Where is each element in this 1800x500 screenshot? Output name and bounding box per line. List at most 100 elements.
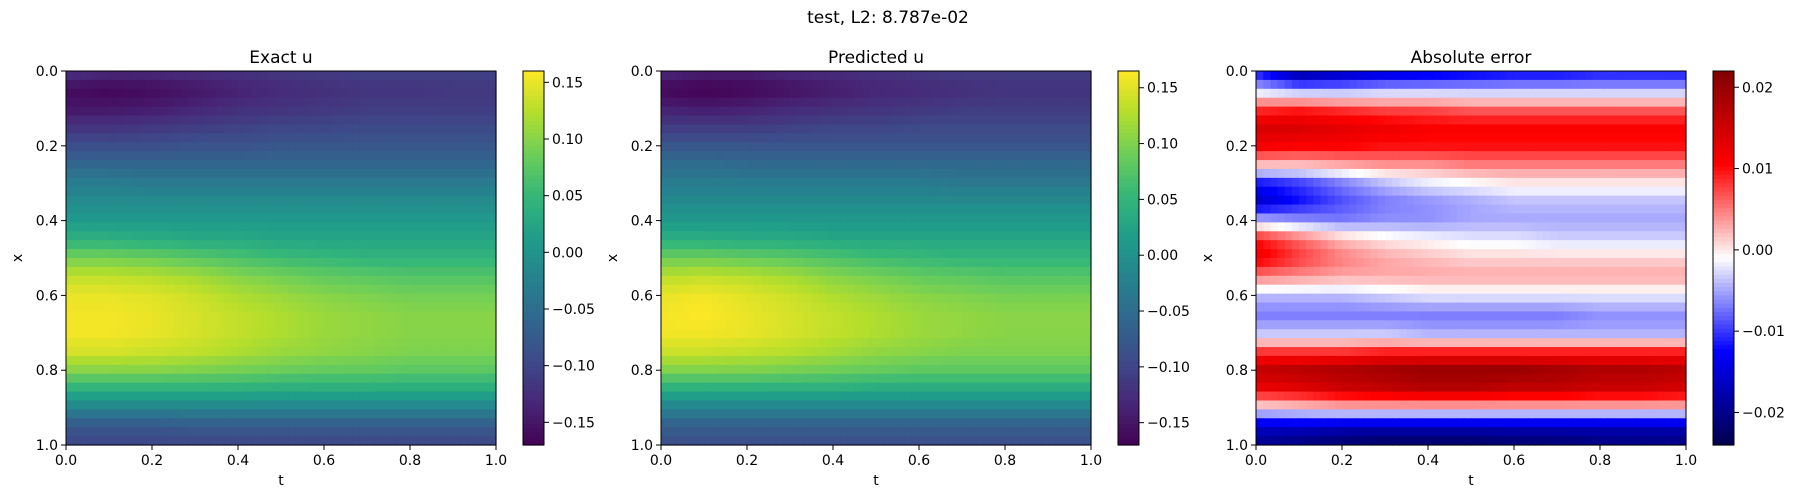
heatmap-cell bbox=[288, 266, 296, 277]
heatmap-cell bbox=[668, 373, 676, 384]
heatmap-cell bbox=[1033, 79, 1042, 90]
heatmap-cell bbox=[1048, 213, 1056, 223]
heatmap-cell bbox=[969, 133, 977, 143]
heatmap-cell bbox=[704, 71, 712, 81]
heatmap-cell bbox=[1019, 204, 1028, 215]
heatmap-cell bbox=[754, 329, 762, 339]
heatmap-cell bbox=[1026, 355, 1035, 366]
heatmap-cell bbox=[410, 160, 418, 170]
heatmap-cell bbox=[990, 382, 999, 393]
heatmap-cell bbox=[811, 240, 820, 250]
heatmap-cell bbox=[818, 124, 827, 134]
heatmap-cell bbox=[238, 311, 246, 321]
heatmap-cell bbox=[840, 338, 848, 348]
heatmap-cell bbox=[230, 427, 239, 437]
heatmap-cell bbox=[417, 79, 425, 90]
heatmap-cell bbox=[1019, 222, 1028, 232]
heatmap-cell bbox=[453, 79, 461, 90]
heatmap-cell bbox=[1040, 97, 1049, 108]
heatmap-cell bbox=[718, 400, 727, 410]
heatmap-cell bbox=[410, 249, 418, 259]
heatmap-cell bbox=[1069, 151, 1078, 161]
heatmap-cell bbox=[732, 213, 741, 223]
heatmap-cell bbox=[324, 275, 332, 286]
heatmap-cell bbox=[123, 418, 132, 428]
heatmap-cell bbox=[876, 293, 884, 304]
heatmap-cell bbox=[109, 320, 117, 330]
heatmap-cell bbox=[668, 106, 676, 117]
heatmap-cell bbox=[797, 115, 805, 126]
heatmap-cell bbox=[725, 284, 734, 295]
heatmap-cell bbox=[704, 275, 712, 286]
heatmap-cell bbox=[324, 436, 332, 446]
heatmap-cell bbox=[195, 88, 203, 99]
heatmap-cell bbox=[101, 88, 110, 99]
heatmap-cell bbox=[911, 355, 920, 366]
heatmap-cell bbox=[238, 329, 246, 339]
colorbar-segment bbox=[523, 312, 544, 317]
heatmap-cell bbox=[402, 329, 411, 339]
colorbar-segment bbox=[523, 299, 544, 305]
heatmap-cell bbox=[675, 364, 684, 375]
heatmap-cell bbox=[438, 338, 447, 348]
heatmap-cell bbox=[417, 195, 425, 206]
heatmap-cell bbox=[144, 329, 153, 339]
heatmap-cell bbox=[410, 320, 418, 330]
heatmap-cell bbox=[732, 106, 741, 117]
heatmap-cell bbox=[410, 284, 418, 295]
heatmap-cell bbox=[238, 418, 246, 428]
heatmap-cell bbox=[152, 329, 160, 339]
heatmap-cell bbox=[704, 204, 712, 215]
heatmap-cell bbox=[847, 168, 856, 179]
heatmap-cell bbox=[1033, 320, 1042, 330]
heatmap-cell bbox=[453, 222, 461, 232]
heatmap-cell bbox=[367, 106, 375, 117]
heatmap-cell bbox=[445, 293, 454, 304]
heatmap-cell bbox=[152, 436, 160, 446]
heatmap-cell bbox=[811, 320, 820, 330]
heatmap-cell bbox=[861, 142, 870, 152]
heatmap-cell bbox=[474, 373, 483, 384]
heatmap-cell bbox=[775, 151, 784, 161]
heatmap-cell bbox=[173, 409, 182, 419]
heatmap-cell bbox=[187, 79, 196, 90]
heatmap-cell bbox=[130, 391, 139, 402]
heatmap-cell bbox=[73, 168, 81, 179]
heatmap-cell bbox=[797, 391, 805, 402]
heatmap-cell bbox=[711, 88, 719, 99]
heatmap-cell bbox=[410, 258, 418, 268]
heatmap-cell bbox=[116, 409, 124, 419]
heatmap-cell bbox=[488, 302, 497, 313]
heatmap-cell bbox=[123, 240, 132, 250]
heatmap-cell bbox=[675, 88, 684, 99]
heatmap-cell bbox=[367, 133, 375, 143]
heatmap-cell bbox=[790, 133, 798, 143]
heatmap-cell bbox=[782, 186, 791, 197]
heatmap-cell bbox=[424, 177, 433, 188]
heatmap-cell bbox=[316, 302, 325, 313]
heatmap-cell bbox=[1076, 293, 1085, 304]
heatmap-cell bbox=[316, 436, 325, 446]
heatmap-cell bbox=[295, 355, 304, 366]
heatmap-cell bbox=[453, 204, 461, 215]
heatmap-cell bbox=[904, 347, 913, 357]
heatmap-cell bbox=[1033, 400, 1042, 410]
heatmap-cell bbox=[689, 195, 698, 206]
heatmap-cell bbox=[661, 71, 669, 81]
heatmap-cell bbox=[1019, 195, 1028, 206]
heatmap-cell bbox=[1019, 97, 1028, 108]
heatmap-cell bbox=[338, 97, 347, 108]
heatmap-cell bbox=[266, 115, 275, 126]
heatmap-cell bbox=[438, 284, 447, 295]
heatmap-cell bbox=[144, 258, 153, 268]
heatmap-cell bbox=[911, 222, 920, 232]
heatmap-cell bbox=[1019, 231, 1028, 241]
heatmap-cell bbox=[295, 436, 304, 446]
heatmap-cell bbox=[940, 382, 949, 393]
heatmap-cell bbox=[331, 284, 339, 295]
heatmap-cell bbox=[309, 347, 318, 357]
heatmap-cell bbox=[868, 231, 877, 241]
heatmap-cell bbox=[1033, 231, 1042, 241]
heatmap-cell bbox=[1026, 177, 1035, 188]
heatmap-cell bbox=[682, 284, 691, 295]
